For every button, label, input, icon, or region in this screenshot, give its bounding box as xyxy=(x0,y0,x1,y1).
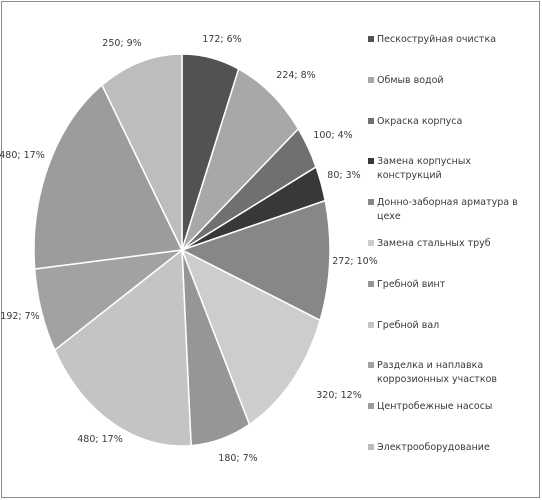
data-label: 192; 7% xyxy=(0,311,39,322)
legend-swatch xyxy=(368,239,374,246)
legend-item: Донно-заборная арматура в цехе xyxy=(368,193,538,234)
data-label: 480; 17% xyxy=(77,434,122,445)
legend-swatch xyxy=(368,403,374,410)
data-label: 320; 12% xyxy=(316,390,361,401)
pie-slice xyxy=(33,83,184,270)
legend-label: Обмыв водой xyxy=(377,74,444,86)
legend-swatch xyxy=(368,36,374,42)
legend-item: Гребной винт xyxy=(368,275,538,316)
legend-label: Донно-заборная арматура в цехе xyxy=(377,197,518,223)
legend-label: Замена стальных труб xyxy=(377,237,491,249)
legend-item: Замена стальных труб xyxy=(368,234,538,275)
legend-item: Обмыв водой xyxy=(368,71,538,112)
data-label: 250; 9% xyxy=(102,38,141,49)
legend-swatch xyxy=(368,117,374,124)
data-label: 480; 17% xyxy=(0,150,45,161)
legend-item: Замена корпусных конструкций xyxy=(368,152,538,193)
legend-item: Гребной вал xyxy=(368,316,538,357)
legend-label: Замена корпусных конструкций xyxy=(377,156,471,182)
pie-slice xyxy=(181,67,300,251)
legend-label: Гребной вал xyxy=(377,319,440,331)
pie-slice xyxy=(53,248,192,447)
pie-slice xyxy=(180,199,331,322)
legend-swatch xyxy=(368,443,374,450)
legend-swatch xyxy=(368,280,374,287)
legend-item: Разделка и наплавка коррозионных участко… xyxy=(368,356,538,397)
legend-label: Пескоструйная очистка xyxy=(377,34,497,45)
legend-item: Электрооборудование xyxy=(368,438,538,479)
data-label: 224; 8% xyxy=(276,70,315,81)
pie-slice xyxy=(101,53,183,251)
legend-swatch xyxy=(368,199,374,206)
legend-swatch xyxy=(368,158,374,165)
legend-label: Окраска корпуса xyxy=(377,115,463,127)
legend-item: Центробежные насосы xyxy=(368,397,538,438)
legend-label: Центробежные насосы xyxy=(377,401,493,413)
data-label: 100; 4% xyxy=(313,130,352,141)
pie-slice xyxy=(180,248,322,426)
legend-label: Разделка и наплавка коррозионных участко… xyxy=(377,360,497,386)
data-label: 180; 7% xyxy=(218,453,257,464)
legend-label: Электрооборудование xyxy=(377,441,490,453)
data-label: 80; 3% xyxy=(327,170,360,181)
legend-swatch xyxy=(368,362,374,369)
data-label: 172; 6% xyxy=(202,34,241,45)
legend-swatch xyxy=(368,76,374,83)
legend-swatch xyxy=(368,321,374,328)
data-label: 272; 10% xyxy=(332,256,377,267)
legend-item: Пескоструйная очистка xyxy=(368,30,538,71)
legend-label: Гребной винт xyxy=(377,278,446,290)
legend-item: Окраска корпуса xyxy=(368,112,538,153)
legend: Пескоструйная очистка Обмыв водой Окраска … xyxy=(368,30,538,479)
